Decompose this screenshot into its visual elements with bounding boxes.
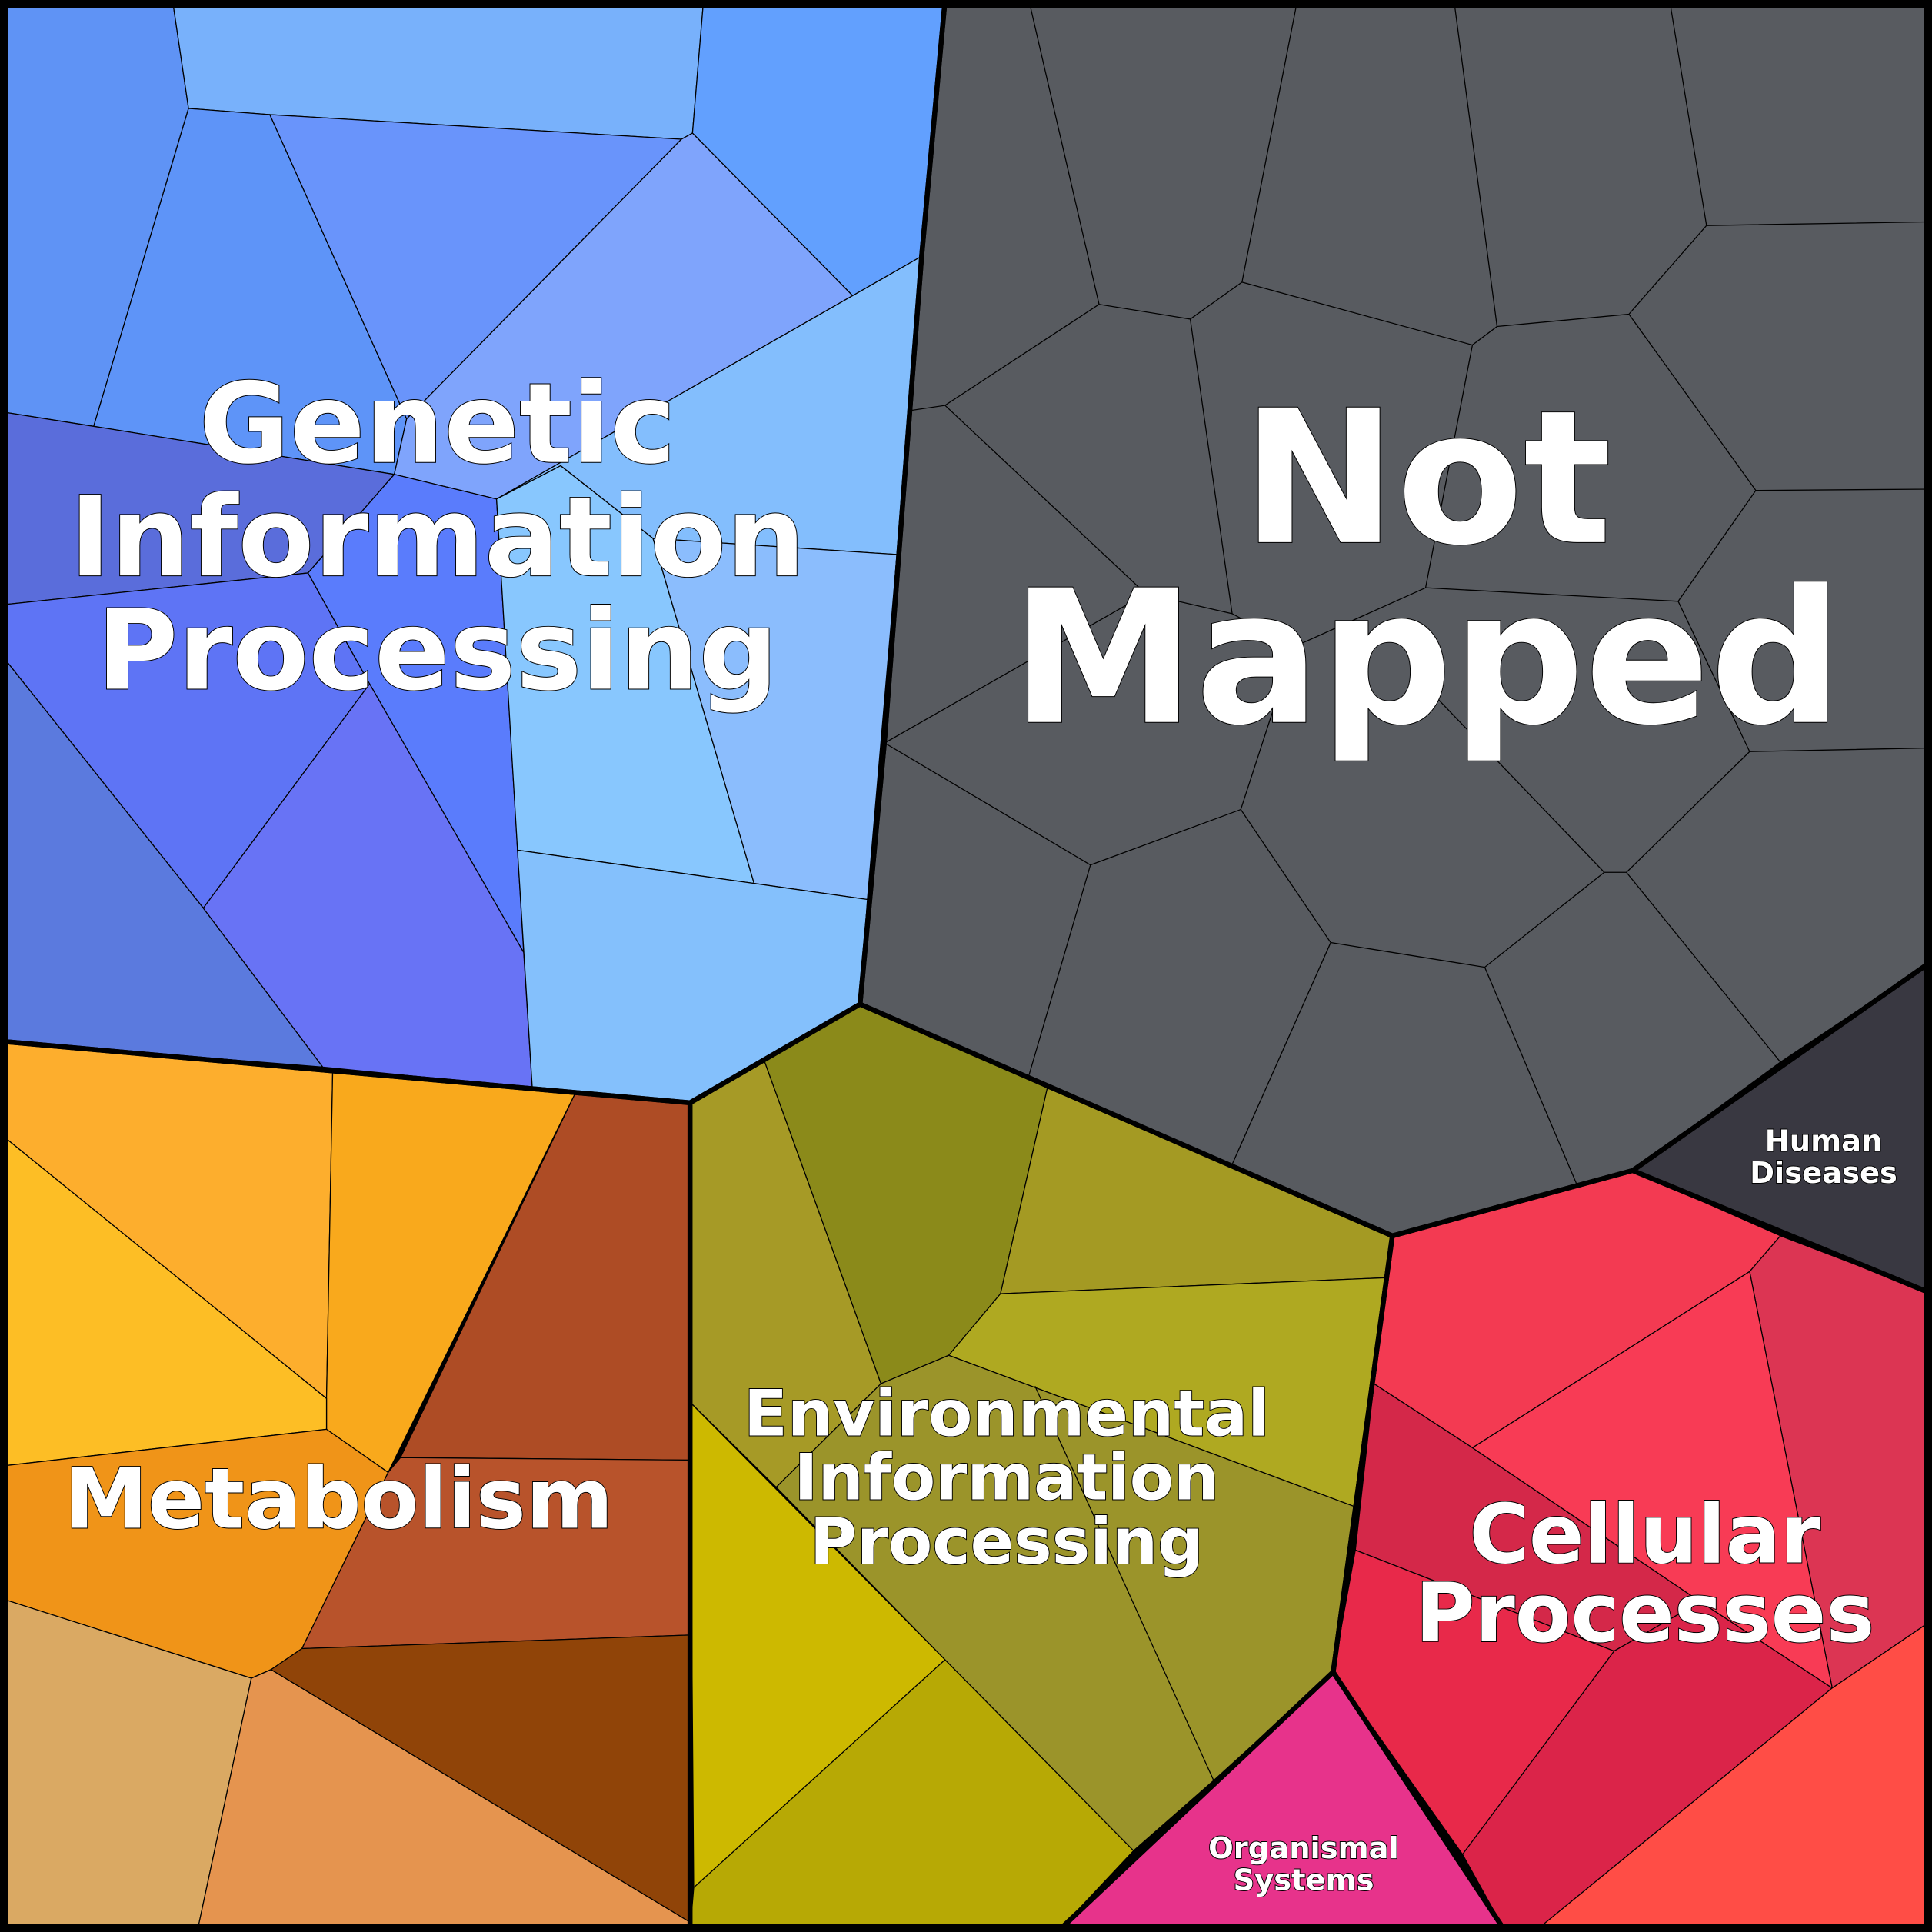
region-label: Processing [97, 587, 778, 716]
region-label: Cellular [1469, 1487, 1820, 1581]
region-label: Genetic [199, 360, 676, 489]
region-label: Organismal [1208, 1831, 1399, 1866]
region-border [0, 1038, 693, 1932]
labels: GeneticInformationProcessingNotMappedMet… [64, 359, 1898, 1899]
cell-edges [1034, 1386, 1214, 1781]
region-label: Metabolism [65, 1451, 614, 1548]
cell [0, 1597, 252, 1932]
region-label: Systems [1233, 1864, 1374, 1898]
region-label: Diseases [1750, 1156, 1897, 1191]
region-label: Not [1242, 371, 1612, 586]
cell [1461, 1601, 1834, 1932]
region-label: Information [794, 1441, 1219, 1515]
region-border [687, 1001, 1395, 1932]
region-label: Processing [810, 1504, 1204, 1579]
region-label: Environmental [744, 1376, 1270, 1451]
region-label: Human [1765, 1124, 1883, 1158]
region-label: Processes [1415, 1566, 1874, 1661]
cell-edges [883, 0, 1932, 1186]
cell [1533, 1619, 1932, 1932]
region-label: Information [69, 473, 805, 602]
region-label: Mapped [1011, 551, 1842, 766]
